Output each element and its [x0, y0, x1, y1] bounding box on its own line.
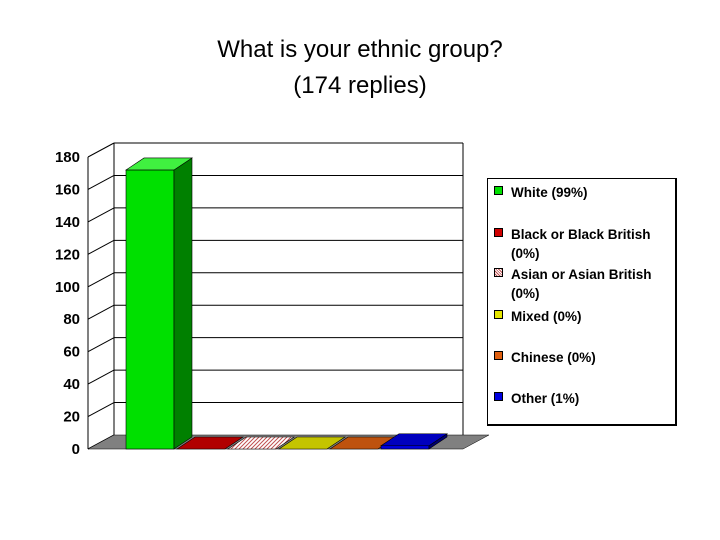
- gridline-depth: [87, 207, 115, 223]
- y-tick-label: 20: [63, 409, 80, 426]
- bar-front-face: [380, 445, 430, 450]
- gridline-depth: [87, 272, 115, 288]
- y-tick-label: 140: [55, 214, 80, 231]
- legend-label: Black or Black British (0%): [511, 227, 651, 261]
- y-tick-label: 160: [55, 181, 80, 198]
- legend-label: Asian or Asian British (0%): [511, 267, 652, 301]
- legend-swatch: [494, 186, 503, 195]
- bar-top-face: [125, 157, 193, 171]
- legend-label: Other (1%): [511, 391, 580, 406]
- gridline-depth: [87, 304, 115, 320]
- bar-top-face: [380, 433, 448, 447]
- chart-title-line-1: What is your ethnic group?: [217, 36, 503, 63]
- bar: [227, 436, 295, 450]
- bar: [125, 157, 193, 450]
- gridline-depth: [87, 337, 115, 353]
- gridline-depth: [87, 239, 115, 255]
- legend-swatch: [494, 392, 503, 401]
- bar: [380, 433, 448, 450]
- y-tick-label: 60: [63, 344, 80, 361]
- legend-label: Chinese (0%): [511, 350, 596, 365]
- y-tick-label: 80: [63, 311, 80, 328]
- chart-legend: White (99%) Black or Black British (0%) As…: [487, 178, 677, 426]
- bar-side-face: [173, 157, 193, 450]
- y-tick-label: 180: [55, 149, 80, 166]
- legend-swatch: [494, 351, 503, 360]
- bar-top-face: [176, 436, 244, 450]
- bar-top-face: [227, 436, 295, 450]
- legend-swatch: [494, 268, 503, 277]
- legend-swatch: [494, 228, 503, 237]
- chart-title-line-2: (174 replies): [293, 72, 427, 99]
- bar: [278, 436, 346, 450]
- bar: [176, 436, 244, 450]
- bar-top-face: [278, 436, 346, 450]
- gridline-depth: [87, 175, 115, 190]
- legend-swatch: [494, 310, 503, 319]
- y-tick-label: 100: [55, 279, 80, 296]
- y-tick-label: 0: [72, 441, 80, 458]
- y-tick-label: 120: [55, 246, 80, 263]
- y-tick-label: 40: [63, 376, 80, 393]
- legend-label: Mixed (0%): [511, 309, 582, 324]
- gridline-depth: [87, 402, 115, 417]
- legend-label: White (99%): [511, 185, 588, 200]
- gridline-depth: [87, 142, 115, 158]
- bar-front-face: [125, 169, 175, 450]
- gridline-depth: [87, 369, 115, 385]
